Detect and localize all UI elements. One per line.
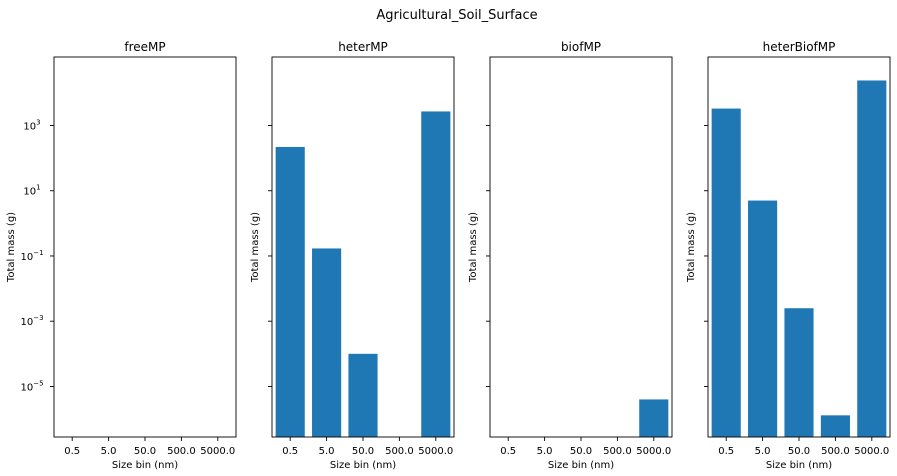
axes-frame-biofMP bbox=[489, 56, 673, 438]
x-tick-label-biofMP-500.0: 500.0 bbox=[603, 446, 632, 457]
y-tick-label: 103 bbox=[23, 118, 40, 132]
bar-heterBiofMP-500.0 bbox=[820, 415, 850, 437]
x-tick-label-heterMP-0.5: 0.5 bbox=[282, 446, 298, 457]
y-axis-label-heterBiofMP: Total mass (g) bbox=[686, 212, 697, 283]
x-tick-label-freeMP-5.0: 5.0 bbox=[101, 446, 117, 457]
y-tick-label: 10−1 bbox=[20, 249, 43, 263]
x-axis-label-biofMP: Size bin (nm) bbox=[548, 460, 614, 471]
x-tick-label-freeMP-50.0: 50.0 bbox=[134, 446, 156, 457]
subplot-title-heterBiofMP: heterBiofMP bbox=[763, 40, 836, 54]
y-axis-label-freeMP: Total mass (g) bbox=[6, 212, 17, 283]
y-tick-label: 10−3 bbox=[20, 314, 43, 328]
subplot-title-freeMP: freeMP bbox=[124, 40, 165, 54]
x-tick-label-heterMP-50.0: 50.0 bbox=[352, 446, 374, 457]
bar-heterMP-5000.0 bbox=[421, 111, 451, 438]
bar-heterBiofMP-50.0 bbox=[784, 308, 814, 437]
subplot-grid: 0.5 5.0 50.0 500.0 5000.0 103 101 10−1 10−3 10−5 f… bbox=[6, 40, 891, 471]
figure-suptitle: Agricultural_Soil_Surface bbox=[376, 8, 537, 23]
x-tick-label-heterMP-500.0: 500.0 bbox=[385, 446, 414, 457]
x-tick-label-heterBiofMP-5.0: 5.0 bbox=[755, 446, 771, 457]
subplot-biofMP: 0.5 5.0 50.0 500.0 5000.0 biofMP Size bin (nm)… bbox=[468, 40, 673, 471]
bar-biofMP-5000.0 bbox=[639, 399, 669, 437]
bar-heterMP-50.0 bbox=[348, 353, 378, 437]
x-tick-label-freeMP-5000.0: 5000.0 bbox=[200, 446, 235, 457]
x-tick-label-freeMP-0.5: 0.5 bbox=[64, 446, 80, 457]
y-tick-label: 101 bbox=[23, 184, 40, 198]
subplot-title-heterMP: heterMP bbox=[338, 40, 388, 54]
y-tick-label: 10−5 bbox=[20, 379, 43, 393]
bar-heterBiofMP-5000.0 bbox=[857, 80, 887, 437]
x-tick-label-heterBiofMP-0.5: 0.5 bbox=[718, 446, 734, 457]
axes-frame-freeMP bbox=[53, 56, 237, 438]
x-tick-label-heterBiofMP-500.0: 500.0 bbox=[821, 446, 850, 457]
x-tick-label-heterBiofMP-50.0: 50.0 bbox=[788, 446, 810, 457]
x-tick-label-biofMP-5.0: 5.0 bbox=[537, 446, 553, 457]
x-tick-label-biofMP-0.5: 0.5 bbox=[500, 446, 516, 457]
x-tick-label-heterBiofMP-5000.0: 5000.0 bbox=[854, 446, 889, 457]
bar-heterMP-0.5 bbox=[275, 146, 305, 437]
subplot-freeMP: 0.5 5.0 50.0 500.0 5000.0 103 101 10−1 10−3 10−5 f… bbox=[6, 40, 237, 471]
bar-heterBiofMP-5.0 bbox=[748, 200, 778, 437]
bar-heterBiofMP-0.5 bbox=[711, 108, 741, 437]
x-tick-label-heterMP-5000.0: 5000.0 bbox=[418, 446, 453, 457]
x-tick-label-heterMP-5.0: 5.0 bbox=[319, 446, 335, 457]
y-axis-label-biofMP: Total mass (g) bbox=[468, 212, 479, 283]
x-tick-label-biofMP-5000.0: 5000.0 bbox=[636, 446, 671, 457]
x-tick-label-biofMP-50.0: 50.0 bbox=[570, 446, 592, 457]
subplot-title-biofMP: biofMP bbox=[561, 40, 601, 54]
x-tick-label-freeMP-500.0: 500.0 bbox=[167, 446, 196, 457]
x-axis-label-heterBiofMP: Size bin (nm) bbox=[766, 460, 832, 471]
x-axis-label-heterMP: Size bin (nm) bbox=[330, 460, 396, 471]
x-axis-label-freeMP: Size bin (nm) bbox=[112, 460, 178, 471]
subplot-heterMP: 0.5 5.0 50.0 500.0 5000.0 heterMP Size bin (nm… bbox=[250, 40, 455, 471]
bar-heterMP-5.0 bbox=[312, 248, 342, 437]
subplot-heterBiofMP: 0.5 5.0 50.0 500.0 5000.0 heterBiofMP Size bin… bbox=[686, 40, 891, 471]
y-axis-label-heterMP: Total mass (g) bbox=[250, 212, 261, 283]
